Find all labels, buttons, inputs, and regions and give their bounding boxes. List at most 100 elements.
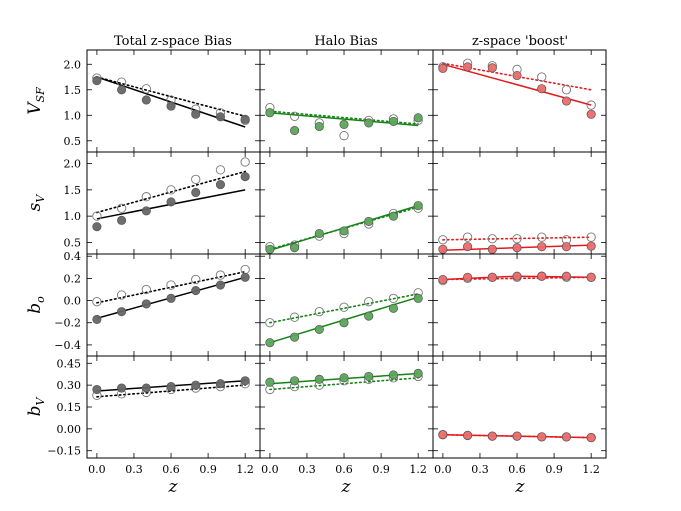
x-tick-label: 1.2 — [582, 463, 600, 476]
x-tick-label: 0.0 — [88, 463, 106, 476]
filled-point — [191, 380, 201, 390]
panel-s_V-halo — [259, 151, 434, 255]
filled-point — [265, 108, 275, 118]
filled-point — [388, 211, 399, 221]
x-tick-label: 0.3 — [125, 463, 143, 476]
filled-point — [92, 314, 102, 324]
open-point — [512, 234, 522, 244]
x-axis-label-halo: z — [341, 477, 352, 497]
filled-point — [388, 303, 399, 313]
filled-point — [364, 371, 374, 381]
filled-point — [364, 216, 374, 226]
panel-V_SF-halo — [259, 49, 434, 153]
y-tick-label: 2.0 — [64, 58, 82, 71]
row-label-s_V: sV — [25, 194, 47, 212]
filled-point — [215, 112, 226, 122]
panel-frame — [86, 355, 261, 459]
filled-point — [537, 84, 547, 94]
filled-point — [290, 332, 300, 342]
open-point — [215, 270, 226, 280]
y-tick-label: 1.0 — [64, 210, 82, 223]
filled-point — [191, 286, 201, 296]
filled-point — [92, 76, 102, 86]
y-tick-label: 1.5 — [64, 84, 82, 97]
filled-point — [413, 368, 423, 379]
panel-frame — [259, 151, 434, 255]
row-label-V_SF: VSF — [25, 87, 47, 115]
filled-point — [141, 206, 151, 216]
open-point — [364, 297, 374, 307]
y-tick-label: 1.5 — [64, 184, 82, 197]
panel-b_V-boost — [432, 355, 607, 459]
y-tick-label: 0.45 — [57, 357, 82, 370]
filled-point — [240, 272, 250, 282]
x-tick-label: 0.9 — [372, 463, 390, 476]
open-point — [537, 72, 547, 82]
row-labels: 0.5 1.0 1.5 2.0 VSF 0.5 1.0 1.5 2.0 sV 0.4 0.2 0.0 −0… — [25, 58, 81, 457]
filled-point — [290, 376, 300, 386]
filled-point — [388, 116, 399, 126]
open-point — [438, 235, 448, 245]
row-label-b_o: bo — [25, 296, 47, 314]
dotted-fit-line — [269, 377, 420, 391]
y-tick-label: 0.4 — [64, 250, 82, 263]
column-title-total: Total z-space Bias — [114, 34, 232, 49]
panel-b_o-boost — [432, 253, 607, 357]
y-tick-label: 1.0 — [64, 109, 82, 122]
filled-point — [463, 242, 473, 252]
filled-point — [561, 432, 572, 442]
filled-point — [364, 118, 374, 128]
y-tick-label: 0.00 — [57, 423, 82, 436]
x-tick-label: 0.0 — [434, 463, 452, 476]
filled-point — [388, 370, 399, 380]
filled-point — [438, 63, 448, 73]
filled-point — [166, 101, 176, 111]
filled-point — [339, 119, 349, 130]
panel-frame — [86, 253, 261, 357]
panel-s_V-total — [86, 151, 261, 255]
filled-point — [438, 244, 448, 254]
y-tick-label: −0.2 — [54, 317, 81, 330]
filled-point — [561, 96, 572, 106]
panel-frame — [432, 355, 607, 459]
open-point — [586, 232, 596, 242]
x-tick-label: 1.2 — [236, 463, 254, 476]
y-tick-label: 0.15 — [57, 401, 82, 414]
open-point — [92, 297, 102, 307]
filled-point — [215, 280, 226, 290]
open-point — [191, 274, 201, 285]
column-title-halo: Halo Bias — [314, 34, 377, 49]
filled-point — [117, 307, 127, 317]
filled-point — [215, 180, 226, 190]
dotted-fit-line — [96, 170, 246, 214]
filled-point — [117, 215, 127, 225]
filled-point — [512, 271, 522, 281]
filled-point — [215, 379, 226, 389]
filled-point — [117, 383, 127, 393]
x-tick-label: 1.2 — [409, 463, 427, 476]
x-tick-label: 0.6 — [162, 463, 180, 476]
filled-point — [561, 271, 572, 281]
filled-point — [314, 324, 324, 334]
open-point — [92, 211, 102, 221]
filled-point — [537, 242, 547, 252]
open-point — [339, 131, 349, 141]
filled-point — [463, 62, 473, 72]
open-point — [141, 192, 151, 202]
x-tick-label: 0.6 — [508, 463, 526, 476]
open-point — [487, 234, 497, 244]
filled-point — [240, 114, 250, 124]
x-tick-label: 0.6 — [335, 463, 353, 476]
filled-point — [586, 109, 596, 119]
filled-point — [364, 311, 374, 321]
panel-frame — [432, 253, 607, 357]
open-point — [215, 165, 226, 175]
filled-point — [240, 172, 250, 182]
filled-point — [191, 109, 201, 119]
x-axis-labels: 0.0 0.3 0.6 0.9 1.2 0.0 0.3 0.6 0.9 1.2 0.0 0.3 0.6 0… — [88, 463, 600, 476]
y-tick-label: −0.4 — [54, 339, 81, 352]
open-point — [141, 84, 151, 94]
filled-point — [463, 272, 473, 282]
open-point — [116, 290, 127, 300]
